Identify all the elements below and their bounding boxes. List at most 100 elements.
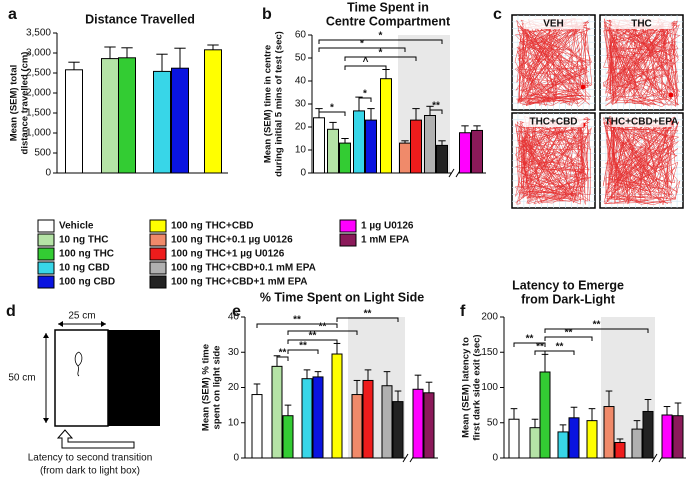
significance-bracket bbox=[513, 342, 546, 347]
legend-label: 100 ng THC bbox=[59, 249, 114, 260]
legend-swatch bbox=[149, 219, 167, 233]
chart-title: % Time Spent on Light Side bbox=[260, 290, 424, 304]
y-tick-label: 0 bbox=[45, 168, 51, 179]
y-tick-label: 50 bbox=[487, 417, 499, 428]
chart-title: Distance Travelled bbox=[85, 12, 195, 26]
bar bbox=[339, 142, 351, 174]
significance-label: ** bbox=[364, 309, 372, 320]
y-tick-label: 30 bbox=[228, 347, 240, 358]
bar bbox=[672, 415, 684, 459]
y-tick-label: 30 bbox=[295, 99, 307, 110]
bar bbox=[331, 353, 343, 459]
bar bbox=[271, 365, 283, 459]
significance-label: ** bbox=[526, 334, 534, 345]
axis-break-gap bbox=[655, 456, 661, 460]
bar bbox=[459, 132, 471, 174]
significance-bracket bbox=[256, 323, 338, 328]
panel-letter: f bbox=[460, 303, 466, 320]
bar bbox=[471, 129, 483, 174]
y-tick-label: 3,500 bbox=[26, 28, 51, 39]
significance-bracket bbox=[544, 350, 575, 355]
bar bbox=[557, 431, 569, 459]
dark-box bbox=[108, 330, 160, 426]
bar bbox=[631, 428, 643, 459]
width-label: 25 cm bbox=[68, 311, 95, 322]
y-tick-label: 10 bbox=[228, 417, 240, 428]
bar bbox=[614, 441, 626, 459]
significance-label: ^ bbox=[363, 57, 369, 68]
rat-icon bbox=[74, 351, 83, 377]
bar bbox=[204, 49, 222, 174]
bar bbox=[153, 70, 171, 174]
bar bbox=[353, 110, 365, 174]
significance-bracket bbox=[544, 336, 593, 341]
legend-label: 100 ng THC+CBD bbox=[171, 221, 254, 232]
bar bbox=[381, 385, 393, 459]
legend-label: 100 ng THC+CBD+1 mM EPA bbox=[171, 277, 308, 288]
legend-swatch bbox=[339, 233, 357, 247]
y-axis-label: spent on light side bbox=[212, 346, 223, 430]
significance-label: ** bbox=[319, 322, 327, 333]
track-label-bg bbox=[611, 17, 672, 29]
significance-label: * bbox=[379, 31, 383, 42]
legend-swatch bbox=[149, 261, 167, 275]
panel-letter: b bbox=[262, 6, 272, 23]
legend-label: 1 µg U0126 bbox=[361, 221, 414, 232]
legend-swatch bbox=[37, 261, 55, 275]
significance-bracket bbox=[318, 47, 406, 52]
legend-swatch bbox=[149, 247, 167, 261]
chart-title: Time Spent in bbox=[347, 0, 429, 14]
significance-label: ** bbox=[565, 328, 573, 339]
legend-label: 100 ng THC+1 µg U0126 bbox=[171, 249, 285, 260]
track-label: THC bbox=[631, 19, 652, 30]
y-tick-label: 200 bbox=[481, 312, 498, 323]
bar bbox=[312, 376, 324, 459]
track-path bbox=[514, 116, 592, 205]
chart-title: Centre Compartment bbox=[326, 14, 451, 28]
legend-label: 100 ng THC+CBD+0.1 mM EPA bbox=[171, 263, 316, 274]
significance-bracket bbox=[344, 65, 387, 70]
track-end bbox=[580, 84, 586, 90]
legend-label: 10 ng THC bbox=[59, 235, 108, 246]
bar bbox=[351, 394, 363, 459]
panel-letter: a bbox=[8, 6, 17, 23]
bar bbox=[65, 69, 83, 174]
y-tick-label: 2,000 bbox=[26, 88, 51, 99]
legend-label: 10 ng CBD bbox=[59, 263, 110, 274]
y-tick-label: 1,000 bbox=[26, 128, 51, 139]
y-tick-label: 0 bbox=[300, 168, 306, 179]
significance-bracket bbox=[344, 56, 417, 61]
bar bbox=[603, 406, 615, 459]
y-axis-label: distance travelled (cm) bbox=[20, 52, 31, 155]
bar bbox=[251, 394, 263, 459]
bar bbox=[436, 144, 448, 174]
significance-bracket bbox=[429, 109, 443, 114]
significance-label: ** bbox=[293, 315, 301, 326]
significance-bracket bbox=[276, 356, 289, 361]
bar bbox=[365, 119, 377, 174]
significance-label: ** bbox=[279, 348, 287, 359]
axis-break-gap bbox=[452, 171, 458, 175]
significance-bracket bbox=[544, 328, 649, 333]
bar bbox=[529, 427, 541, 459]
bar bbox=[423, 392, 435, 459]
track-path bbox=[514, 17, 593, 107]
significance-label: ** bbox=[593, 320, 601, 331]
y-tick-label: 50 bbox=[295, 53, 307, 64]
bar bbox=[362, 379, 374, 459]
significance-bracket bbox=[287, 330, 358, 335]
y-tick-label: 150 bbox=[481, 347, 498, 358]
chart-title: Latency to Emerge bbox=[512, 278, 624, 292]
legend-label: 100 ng CBD bbox=[59, 277, 115, 288]
legend-swatch bbox=[37, 247, 55, 261]
track-path bbox=[603, 17, 681, 108]
panel-letter: d bbox=[6, 303, 16, 320]
significance-label: * bbox=[330, 103, 334, 114]
significance-bracket bbox=[358, 97, 372, 102]
significance-label: ** bbox=[556, 342, 564, 353]
y-axis-label: during initial 5 mins of test (sec) bbox=[274, 31, 285, 177]
bar bbox=[171, 67, 189, 174]
bar bbox=[399, 142, 411, 174]
track-label: VEH bbox=[543, 19, 564, 30]
